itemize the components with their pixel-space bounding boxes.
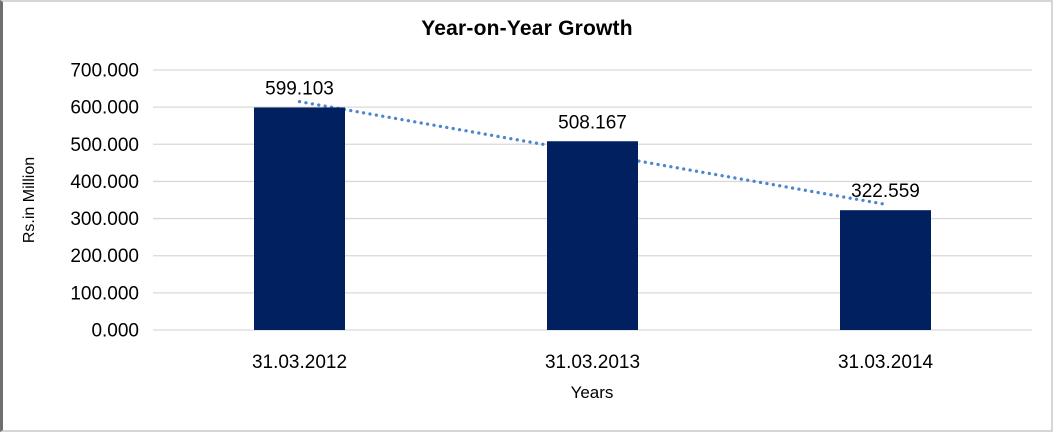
y-tick-label: 600.000 <box>70 98 139 119</box>
data-label: 599.103 <box>265 78 334 99</box>
x-tick-label: 31.03.2012 <box>252 352 347 373</box>
y-tick-label: 100.000 <box>70 283 139 304</box>
y-tick-label: 0.000 <box>91 321 139 342</box>
x-axis-title: Years <box>570 383 614 402</box>
bar <box>254 107 345 330</box>
y-tick-label: 700.000 <box>70 61 139 82</box>
plot-area: 0.000 100.000 200.000 300.000 400.000 500.000… <box>70 61 1032 373</box>
chart-title: Year-on-Year Growth <box>421 17 633 40</box>
y-tick-label: 300.000 <box>70 209 139 230</box>
y-tick-label: 400.000 <box>70 172 139 193</box>
bar <box>840 210 931 330</box>
data-label: 322.559 <box>851 181 920 202</box>
y-tick-label: 500.000 <box>70 135 139 156</box>
x-tick-label: 31.03.2014 <box>838 352 934 373</box>
data-label: 508.167 <box>558 112 627 133</box>
bar <box>547 141 638 330</box>
y-tick-label: 200.000 <box>70 246 139 267</box>
x-tick-label: 31.03.2013 <box>545 352 640 373</box>
